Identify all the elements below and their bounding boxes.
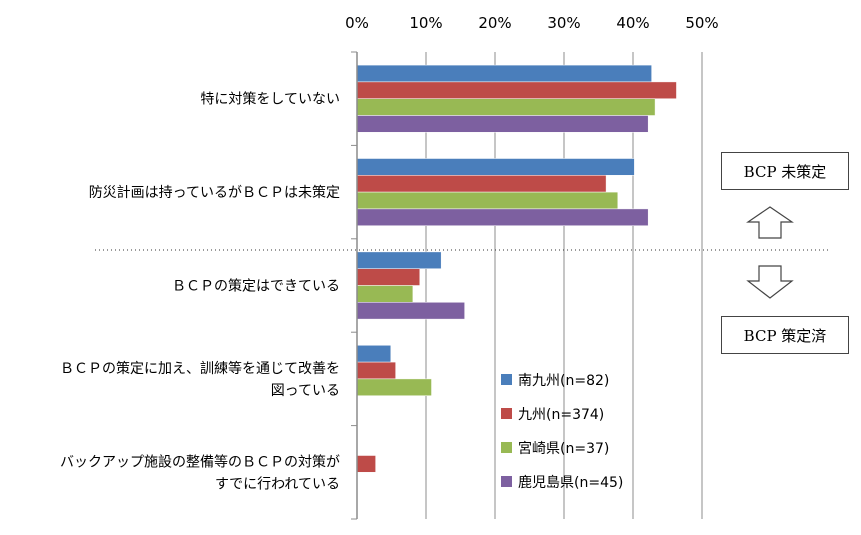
- category-label: 図っている: [271, 383, 340, 399]
- x-tick-label: 40%: [616, 14, 649, 32]
- bar: [356, 285, 414, 303]
- bar: [356, 158, 635, 176]
- legend-swatch: [501, 408, 512, 419]
- bar: [356, 268, 421, 286]
- bcp-not-formulated-label: BCP 未策定: [721, 152, 849, 190]
- legend-label: 九州(n=374): [518, 407, 604, 423]
- legend-label: 南九州(n=82): [518, 373, 609, 389]
- legend-swatch: [501, 442, 512, 453]
- x-tick-label: 0%: [345, 14, 369, 32]
- category-label: ＢＣＰの策定はできている: [172, 278, 340, 295]
- down-arrow-icon: [746, 265, 794, 299]
- bar: [356, 455, 376, 473]
- x-tick-label: 10%: [409, 14, 442, 32]
- bar: [356, 345, 392, 363]
- y-axis: [351, 51, 358, 520]
- bcp-formulated-label: BCP 策定済: [721, 316, 849, 354]
- category-label: ＢＣＰの策定に加え、訓練等を通じて改善を: [60, 360, 340, 377]
- x-tick-label: 30%: [547, 14, 580, 32]
- bar-series: [356, 64, 677, 473]
- legend-label: 宮崎県(n=37): [518, 441, 609, 457]
- bar: [356, 302, 465, 320]
- bar: [356, 251, 442, 269]
- x-tick-label: 20%: [478, 14, 511, 32]
- legend: 南九州(n=82) 九州(n=374) 宮崎県(n=37) 鹿児島県(n=45): [501, 373, 623, 491]
- bar: [356, 361, 396, 380]
- bar: [356, 64, 652, 83]
- category-label: 特に対策をしていない: [200, 91, 340, 108]
- category-label: 防災計画は持っているがＢＣＰは未策定: [89, 184, 340, 201]
- bar: [356, 208, 649, 226]
- bar: [356, 175, 607, 193]
- category-label: すでに行われている: [215, 476, 340, 492]
- legend-swatch: [501, 476, 512, 487]
- legend-label: 鹿児島県(n=45): [518, 474, 623, 491]
- up-arrow-icon: [746, 206, 794, 239]
- bar: [356, 191, 619, 210]
- category-label: バックアップ施設の整備等のＢＣＰの対策が: [60, 453, 340, 470]
- bar: [356, 378, 432, 396]
- x-tick-label: 50%: [685, 14, 718, 32]
- bar: [356, 115, 649, 133]
- x-tick-labels: 0% 10% 20% 30% 40% 50%: [345, 14, 719, 32]
- bar: [356, 81, 677, 99]
- legend-swatch: [501, 374, 512, 385]
- bar: [356, 98, 656, 116]
